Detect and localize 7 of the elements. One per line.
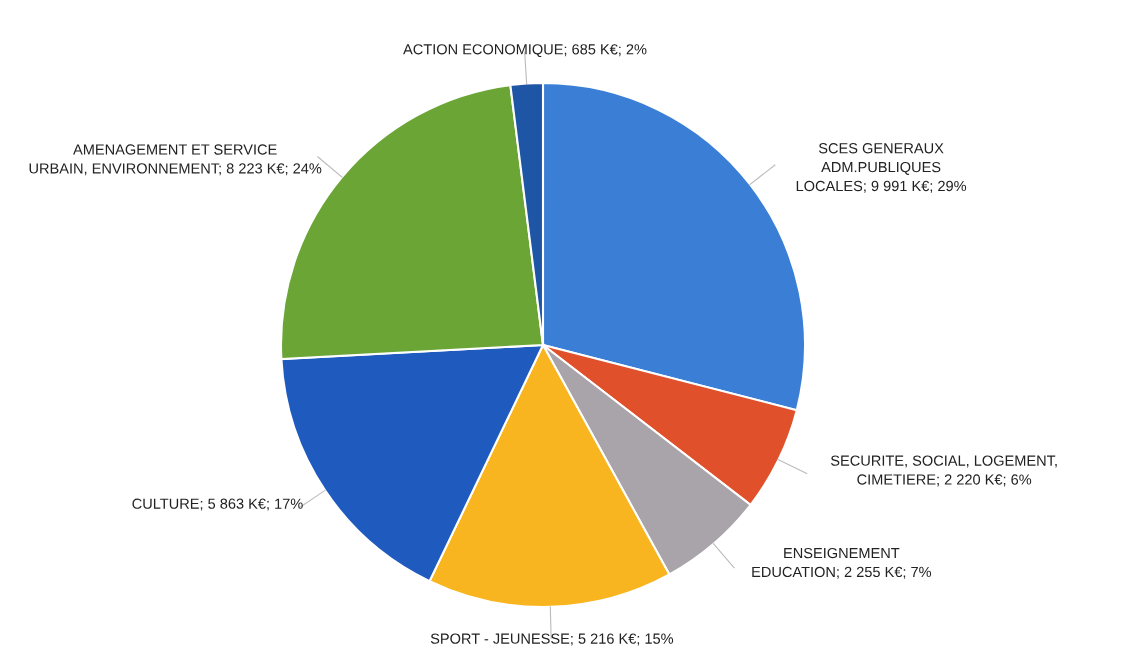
slice-label: CULTURE; 5 863 K€; 17%: [132, 498, 303, 511]
slice-label: SCES GENERAUX ADM.PUBLIQUES LOCALES; 9 991 K€; 29%: [796, 143, 967, 193]
slice-label: AMENAGEMENT ET SERVICE URBAIN, ENVIRONNEMENT; 8 223 K€; 24%: [29, 144, 322, 176]
slice-label: SPORT - JEUNESSE; 5 216 K€; 15%: [430, 633, 674, 646]
slice-label: ENSEIGNEMENT EDUCATION; 2 255 K€; 7%: [752, 547, 932, 579]
slice-label: SECURITE, SOCIAL, LOGEMENT, CIMETIERE; 2 220 K€; 6%: [830, 455, 1057, 487]
slice-label: ACTION ECONOMIQUE; 685 K€; 2%: [403, 44, 647, 58]
